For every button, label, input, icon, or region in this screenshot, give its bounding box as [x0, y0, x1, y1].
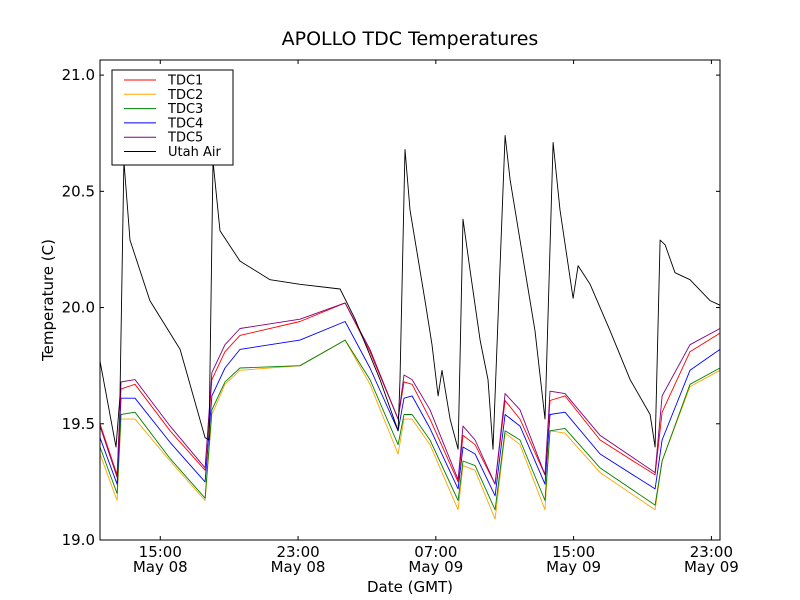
- y-axis-label: Temperature (C): [39, 239, 57, 362]
- y-tick-label: 19.0: [62, 531, 95, 549]
- series-line-tdc4: [99, 321, 721, 497]
- legend-label-tdc1: TDC1: [167, 74, 203, 89]
- series-layer: [99, 135, 721, 520]
- series-line-utah-air: [99, 135, 721, 450]
- y-tick-label: 20.0: [62, 299, 95, 317]
- x-tick-label-date: May 08: [133, 558, 188, 576]
- series-line-tdc5: [99, 302, 721, 485]
- x-tick-label-time: 23:00: [276, 543, 319, 561]
- x-tick-label-date: May 08: [271, 558, 326, 576]
- legend-label-tdc2: TDC2: [167, 88, 203, 103]
- chart-title: APOLLO TDC Temperatures: [282, 28, 539, 50]
- x-tick-label-time: 15:00: [139, 543, 182, 561]
- legend-label-tdc3: TDC3: [167, 102, 203, 117]
- x-axis-label: Date (GMT): [367, 578, 453, 596]
- x-tick-label-date: May 09: [546, 558, 601, 576]
- legend-box: [111, 69, 234, 166]
- y-tick-label: 21.0: [62, 66, 95, 84]
- y-tick-label: 20.5: [62, 182, 95, 200]
- x-tick-label-time: 15:00: [552, 543, 595, 561]
- legend-label-tdc5: TDC5: [167, 131, 203, 146]
- series-line-tdc2: [99, 339, 721, 520]
- legend-label-utah-air: Utah Air: [168, 145, 221, 160]
- x-tick-label-date: May 09: [408, 558, 463, 576]
- y-axis: 19.0 19.5 20.0 20.5 21.0: [62, 66, 720, 549]
- x-tick-label-time: 07:00: [414, 543, 457, 561]
- series-line-tdc1: [99, 302, 721, 485]
- y-tick-label: 19.5: [62, 415, 95, 433]
- series-line-tdc3: [99, 339, 721, 511]
- x-tick-label-time: 23:00: [690, 543, 733, 561]
- legend-label-tdc4: TDC4: [167, 116, 203, 131]
- x-tick-label-date: May 09: [684, 558, 739, 576]
- plot-frame: [99, 59, 721, 541]
